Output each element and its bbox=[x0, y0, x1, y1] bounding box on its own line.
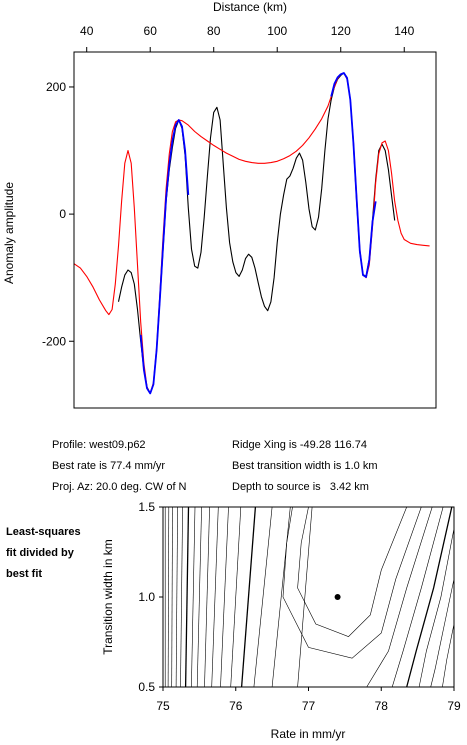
contour-line bbox=[253, 506, 273, 688]
bottom-y-ticks: 0.5 1.0 1.5 bbox=[138, 500, 163, 694]
contour-line bbox=[442, 623, 455, 688]
contour-line bbox=[282, 506, 422, 659]
top-x-tick-label: 100 bbox=[267, 24, 287, 38]
contour-line bbox=[191, 506, 196, 688]
side-label-line-2: fit divided by bbox=[6, 547, 75, 559]
contour-line bbox=[175, 506, 178, 688]
top-y-tick-label: 200 bbox=[46, 80, 66, 94]
contour-line bbox=[406, 506, 453, 688]
bottom-y-axis-label: Transition width in km bbox=[101, 539, 115, 655]
contour-line bbox=[271, 506, 291, 688]
bottom-x-tick-label: 78 bbox=[375, 699, 389, 713]
contour-line bbox=[171, 506, 173, 688]
contour-line bbox=[297, 506, 313, 688]
contour-lines bbox=[164, 506, 455, 688]
profile-name: Profile: west09.p62 bbox=[52, 439, 146, 451]
top-y-axis-label: Anomaly amplitude bbox=[2, 182, 16, 284]
anomaly-profile-chart: Distance (km) 40 60 80 100 120 140 -200 0 200 A… bbox=[2, 0, 437, 409]
bottom-x-tick-label: 76 bbox=[229, 699, 243, 713]
contour-line bbox=[391, 506, 444, 688]
profile-info: Profile: west09.p62 Best rate is 77.4 mm… bbox=[52, 439, 378, 493]
side-label-line-3: best fit bbox=[6, 568, 42, 580]
misfit-contour-chart: 75 76 77 78 79 0.5 1.0 1.5 Rate in mm/yr Trans… bbox=[101, 500, 461, 741]
contour-line bbox=[211, 506, 219, 688]
top-y-ticks: -200 0 200 bbox=[42, 80, 74, 348]
bottom-x-axis-label: Rate in mm/yr bbox=[271, 727, 346, 741]
contour-line bbox=[240, 506, 257, 688]
bottom-x-tick-label: 77 bbox=[302, 699, 316, 713]
best-rate: Best rate is 77.4 mm/yr bbox=[52, 460, 165, 472]
bottom-y-tick-label: 1.5 bbox=[138, 500, 155, 514]
contour-line bbox=[196, 506, 202, 688]
side-label-line-1: Least-squares bbox=[6, 526, 81, 538]
top-plot-frame bbox=[73, 51, 437, 409]
ridge-crossing: Ridge Xing is -49.28 116.74 bbox=[232, 439, 367, 451]
contour-line bbox=[180, 506, 183, 688]
contour-line bbox=[430, 578, 455, 688]
top-x-tick-label: 140 bbox=[394, 24, 414, 38]
contour-line bbox=[418, 528, 455, 688]
misfit-side-label: Least-squares fit divided by best fit bbox=[6, 526, 81, 580]
top-series-group bbox=[73, 72, 430, 395]
contour-line bbox=[297, 506, 407, 637]
contour-line bbox=[220, 506, 229, 688]
top-x-tick-label: 80 bbox=[207, 24, 221, 38]
top-y-tick-label: 0 bbox=[59, 207, 66, 221]
bottom-x-tick-label: 75 bbox=[156, 699, 170, 713]
model-line bbox=[73, 72, 430, 394]
top-x-axis-label: Distance (km) bbox=[213, 0, 287, 14]
top-x-tick-label: 60 bbox=[144, 24, 158, 38]
contour-line bbox=[204, 506, 210, 688]
top-y-tick-label: -200 bbox=[42, 334, 66, 348]
best-transition-width: Best transition width is 1.0 km bbox=[232, 460, 378, 472]
contour-line bbox=[184, 506, 190, 688]
bottom-y-tick-label: 0.5 bbox=[138, 680, 155, 694]
top-x-ticks: 40 60 80 100 120 140 bbox=[80, 24, 415, 52]
contour-line bbox=[230, 506, 242, 688]
fit-window-1-line bbox=[139, 119, 190, 395]
best-fit-marker-group bbox=[334, 594, 341, 600]
contour-line bbox=[366, 506, 433, 688]
top-x-tick-label: 120 bbox=[331, 24, 351, 38]
best-fit-marker bbox=[334, 594, 341, 600]
observed-line bbox=[117, 72, 396, 394]
bottom-y-tick-label: 1.0 bbox=[138, 590, 155, 604]
depth-to-source: Depth to source is 3.42 km bbox=[232, 481, 369, 493]
bottom-plot-frame bbox=[162, 506, 455, 688]
fit-window-2-line bbox=[330, 72, 377, 278]
bottom-x-ticks: 75 76 77 78 79 bbox=[156, 687, 461, 713]
top-x-tick-label: 40 bbox=[80, 24, 94, 38]
bottom-x-tick-label: 79 bbox=[447, 699, 461, 713]
projection-azimuth: Proj. Az: 20.0 deg. CW of N bbox=[52, 481, 187, 493]
contour-line bbox=[167, 506, 170, 688]
